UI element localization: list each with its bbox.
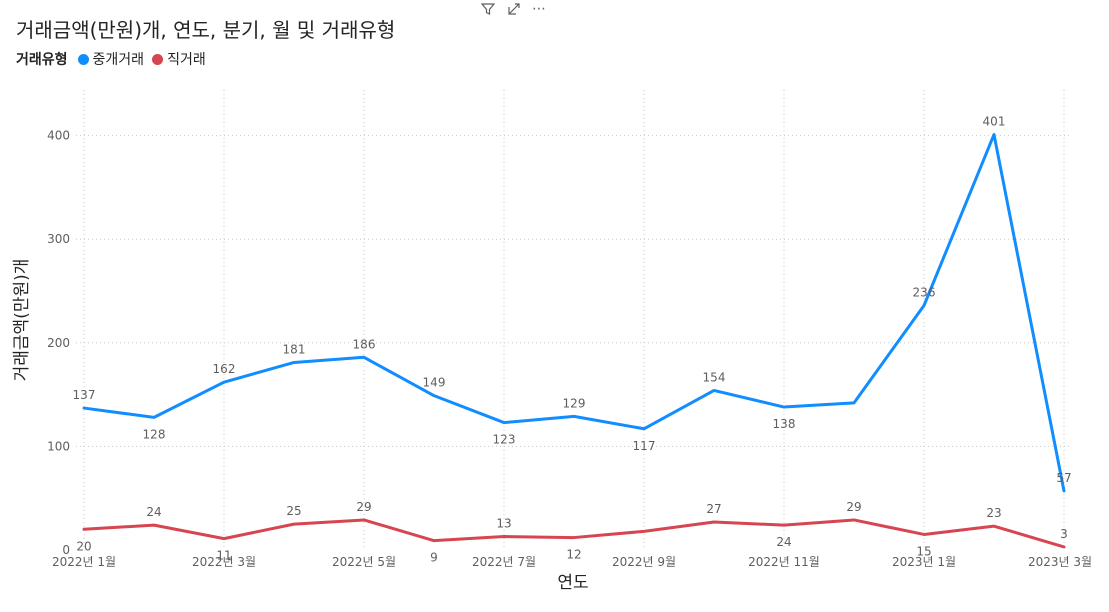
- data-label: 15: [916, 544, 931, 558]
- more-options-icon[interactable]: ⋯: [532, 1, 546, 17]
- data-label: 117: [633, 439, 656, 453]
- data-label: 9: [430, 551, 438, 565]
- data-label: 149: [423, 376, 446, 390]
- visual-header-toolbar: ⋯: [480, 0, 546, 18]
- data-label: 138: [773, 417, 796, 431]
- data-label: 23: [986, 506, 1001, 520]
- y-tick-label: 300: [47, 232, 70, 246]
- legend-item-series-1[interactable]: 직거래: [152, 49, 206, 69]
- data-label: 13: [496, 517, 511, 531]
- legend-dot-series-0: [77, 53, 89, 65]
- gridlines: [76, 90, 1072, 550]
- data-label: 20: [76, 539, 91, 553]
- focus-mode-icon[interactable]: [506, 1, 522, 17]
- series-line-1: [82, 518, 1066, 549]
- legend-dot-series-1: [152, 53, 164, 65]
- y-tick-label: 200: [47, 336, 70, 350]
- y-axis-title: 거래금액(만원)개: [12, 259, 32, 382]
- y-axis: 0 100 200 300 400: [47, 129, 70, 557]
- legend-item-series-0[interactable]: 중개거래: [77, 49, 145, 69]
- data-label: 154: [703, 370, 726, 384]
- legend: 거래유형 중개거래 직거래: [16, 49, 214, 69]
- data-label: 137: [73, 388, 96, 402]
- x-tick-label: 2022년 11월: [748, 555, 820, 569]
- x-tick-label: 2022년 1월: [52, 555, 116, 569]
- data-label: 128: [143, 427, 166, 441]
- data-label: 27: [706, 502, 721, 516]
- data-label: 3: [1060, 527, 1068, 541]
- y-tick-label: 0: [62, 543, 70, 557]
- legend-label-series-0: 중개거래: [92, 52, 145, 68]
- x-tick-label: 2022년 7월: [472, 555, 536, 569]
- x-tick-label: 2023년 3월: [1028, 555, 1092, 569]
- y-tick-label: 100: [47, 439, 70, 453]
- chart-title: 거래금액(만원)개, 연도, 분기, 월 및 거래유형: [16, 18, 396, 42]
- x-tick-label: 2022년 9월: [612, 555, 676, 569]
- data-label: 162: [213, 362, 236, 376]
- x-tick-label: 2023년 1월: [892, 555, 956, 569]
- data-label: 29: [356, 500, 371, 514]
- data-label: 401: [983, 115, 1006, 129]
- x-tick-label: 2022년 5월: [332, 555, 396, 569]
- legend-title: 거래유형: [16, 52, 68, 68]
- data-label: 25: [286, 504, 301, 518]
- x-axis-title: 연도: [557, 573, 588, 593]
- data-label: 181: [283, 342, 306, 356]
- data-label: 186: [353, 337, 376, 351]
- data-label: 24: [146, 505, 161, 519]
- filter-icon[interactable]: [480, 1, 496, 17]
- data-label: 29: [846, 500, 861, 514]
- series-line-0: [82, 133, 1066, 493]
- series-lines: [82, 133, 1066, 549]
- data-label: 24: [776, 535, 791, 549]
- data-label: 236: [913, 286, 936, 300]
- x-axis: 2022년 1월 2022년 3월 2022년 5월 2022년 7월 2022년 9월…: [52, 555, 1092, 569]
- data-label: 57: [1056, 471, 1071, 485]
- y-tick-label: 400: [47, 129, 70, 143]
- data-label: 123: [493, 433, 516, 447]
- legend-label-series-1: 직거래: [167, 52, 206, 68]
- x-tick-label: 2022년 3월: [192, 555, 256, 569]
- data-label: 11: [216, 549, 231, 563]
- data-label: 129: [563, 396, 586, 410]
- data-label: 12: [566, 548, 581, 562]
